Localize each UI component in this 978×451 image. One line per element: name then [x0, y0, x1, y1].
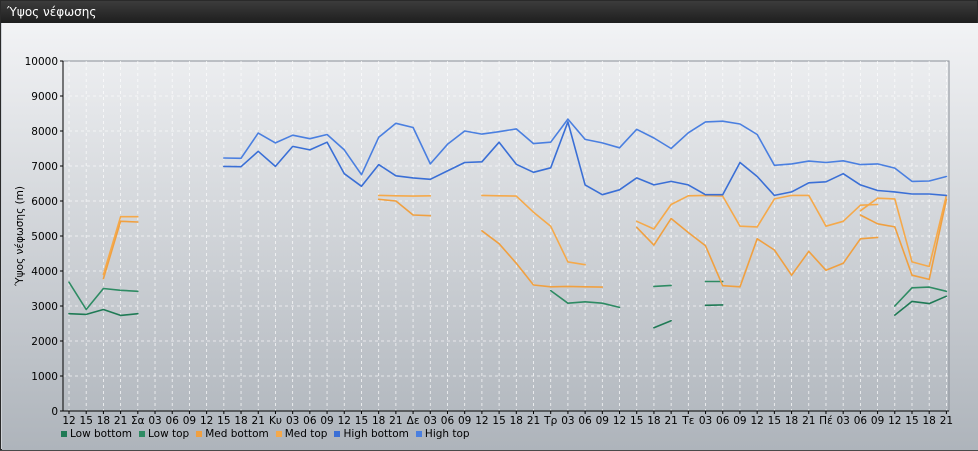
- x-tick-label: 21: [940, 415, 953, 427]
- x-tick-label: 03: [286, 415, 299, 427]
- x-tick-label: 15: [630, 415, 643, 427]
- legend-item-med-top[interactable]: Med top: [276, 427, 328, 441]
- x-tick-label: 03: [561, 415, 574, 427]
- x-tick-label: 12: [338, 415, 351, 427]
- x-tick-label: 15: [355, 415, 368, 427]
- legend-swatch: [416, 431, 422, 437]
- legend-item-low-top[interactable]: Low top: [139, 427, 189, 441]
- x-tick-label: 09: [183, 415, 196, 427]
- legend-label: Med bottom: [205, 428, 269, 440]
- legend-swatch: [139, 431, 145, 437]
- x-tick-label: 21: [527, 415, 540, 427]
- x-tick-label: 12: [613, 415, 626, 427]
- series-line-med-bottom: [860, 199, 946, 279]
- y-tick-label: 8000: [31, 126, 58, 138]
- x-tick-label: 21: [664, 415, 677, 427]
- x-tick-label: Σα: [131, 415, 145, 427]
- y-tick-label: 4000: [31, 266, 58, 278]
- legend-label: Low bottom: [70, 428, 132, 440]
- series-line-med-bottom: [379, 199, 431, 215]
- x-tick-label: Τρ: [543, 415, 557, 427]
- y-tick-label: 6000: [31, 196, 58, 208]
- x-tick-label: 12: [62, 415, 75, 427]
- x-tick-label: Κυ: [269, 415, 282, 427]
- legend-swatch: [196, 431, 202, 437]
- x-tick-label: 06: [166, 415, 180, 427]
- x-tick-label: 18: [372, 415, 385, 427]
- legend-label: Med top: [285, 428, 328, 440]
- series-line-med-top: [379, 195, 431, 196]
- x-tick-label: Δε: [407, 415, 420, 427]
- x-tick-label: 15: [492, 415, 505, 427]
- y-tick-label: 1000: [31, 371, 58, 383]
- legend: Low bottom Low top Med bottom Med top High b…: [61, 427, 470, 441]
- x-tick-label: 18: [785, 415, 798, 427]
- x-tick-label: 15: [905, 415, 918, 427]
- series-line-low-top: [654, 285, 671, 286]
- y-tick-label: 7000: [31, 161, 58, 173]
- x-tick-label: Πέ: [819, 415, 833, 427]
- legend-swatch: [61, 431, 67, 437]
- x-tick-label: 06: [854, 415, 868, 427]
- legend-label: High bottom: [343, 428, 408, 440]
- series-line-med-bottom: [637, 219, 878, 287]
- x-tick-label: 03: [699, 415, 712, 427]
- y-axis-label: Ύψος νέφωσης (m): [14, 186, 26, 287]
- legend-item-low-bottom[interactable]: Low bottom: [61, 427, 132, 441]
- x-tick-label: 18: [923, 415, 936, 427]
- x-tick-label: 12: [200, 415, 213, 427]
- legend-swatch: [276, 431, 282, 437]
- y-tick-label: 0: [51, 406, 58, 418]
- legend-label: Low top: [148, 428, 189, 440]
- x-tick-label: Τε: [681, 415, 694, 427]
- x-tick-label: 06: [578, 415, 592, 427]
- y-tick-label: 10000: [25, 56, 58, 68]
- series-line-low-top: [551, 291, 620, 308]
- series-line-low-bottom: [654, 321, 671, 328]
- x-tick-label: 18: [97, 415, 110, 427]
- x-tick-label: 21: [114, 415, 127, 427]
- x-tick-label: 06: [716, 415, 730, 427]
- x-tick-label: 18: [234, 415, 247, 427]
- legend-label: High top: [425, 428, 470, 440]
- x-tick-label: 09: [733, 415, 746, 427]
- x-tick-label: 09: [871, 415, 884, 427]
- x-tick-label: 03: [424, 415, 437, 427]
- legend-item-high-bottom[interactable]: High bottom: [334, 427, 408, 441]
- x-tick-label: 15: [768, 415, 781, 427]
- series-line-med-bottom: [482, 231, 602, 287]
- y-tick-label: 3000: [31, 301, 58, 313]
- series-line-low-bottom: [895, 296, 947, 315]
- x-tick-label: 06: [303, 415, 317, 427]
- x-tick-label: 21: [802, 415, 815, 427]
- x-tick-label: 03: [148, 415, 161, 427]
- x-tick-label: 21: [252, 415, 265, 427]
- x-tick-label: 09: [458, 415, 471, 427]
- x-tick-label: 06: [441, 415, 455, 427]
- legend-swatch: [334, 431, 340, 437]
- legend-item-med-bottom[interactable]: Med bottom: [196, 427, 269, 441]
- x-tick-label: 09: [596, 415, 609, 427]
- x-tick-label: 12: [750, 415, 763, 427]
- x-tick-label: 15: [217, 415, 230, 427]
- x-tick-label: 18: [510, 415, 523, 427]
- x-tick-label: 21: [389, 415, 402, 427]
- x-tick-label: 18: [647, 415, 660, 427]
- x-tick-label: 09: [320, 415, 333, 427]
- x-tick-label: 03: [836, 415, 849, 427]
- x-tick-label: 12: [888, 415, 901, 427]
- x-tick-label: 15: [80, 415, 93, 427]
- y-tick-label: 5000: [31, 231, 58, 243]
- legend-item-high-top[interactable]: High top: [416, 427, 470, 441]
- y-tick-label: 2000: [31, 336, 58, 348]
- y-tick-label: 9000: [31, 91, 58, 103]
- x-tick-label: 12: [475, 415, 488, 427]
